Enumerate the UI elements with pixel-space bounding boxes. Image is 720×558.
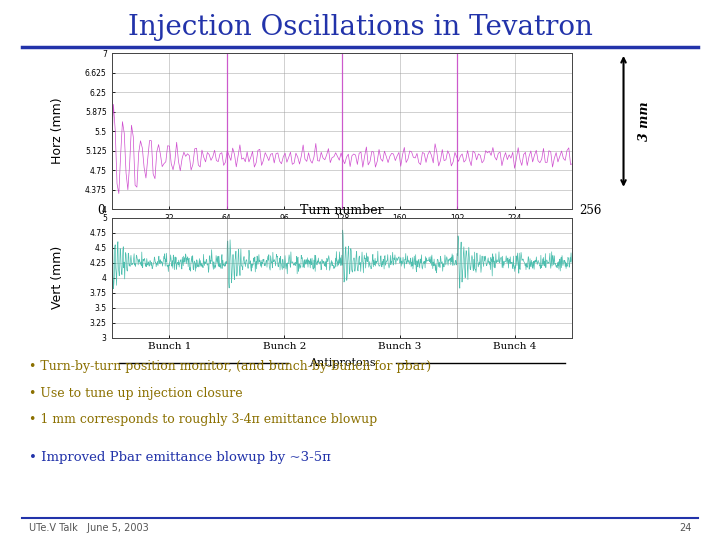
- Text: Antiprotons: Antiprotons: [309, 358, 375, 368]
- Text: • Improved Pbar emittance blowup by ~3-5π: • Improved Pbar emittance blowup by ~3-5…: [29, 451, 330, 464]
- Text: Vert (mm): Vert (mm): [51, 246, 64, 309]
- Text: 3 mm: 3 mm: [638, 102, 651, 141]
- Text: • 1 mm corresponds to roughly 3-4π emittance blowup: • 1 mm corresponds to roughly 3-4π emitt…: [29, 413, 377, 426]
- Text: • Turn-by-turn position monitor, (and bunch-by-bunch for pbar): • Turn-by-turn position monitor, (and bu…: [29, 360, 431, 373]
- Text: UTe.V Talk   June 5, 2003: UTe.V Talk June 5, 2003: [29, 523, 148, 533]
- Text: • Use to tune up injection closure: • Use to tune up injection closure: [29, 387, 243, 400]
- Text: 24: 24: [679, 523, 691, 533]
- Text: 0: 0: [97, 204, 104, 217]
- Text: Turn number: Turn number: [300, 204, 384, 217]
- Text: Horz (mm): Horz (mm): [51, 98, 64, 165]
- Text: 256: 256: [580, 204, 602, 217]
- Text: Injection Oscillations in Tevatron: Injection Oscillations in Tevatron: [127, 14, 593, 41]
